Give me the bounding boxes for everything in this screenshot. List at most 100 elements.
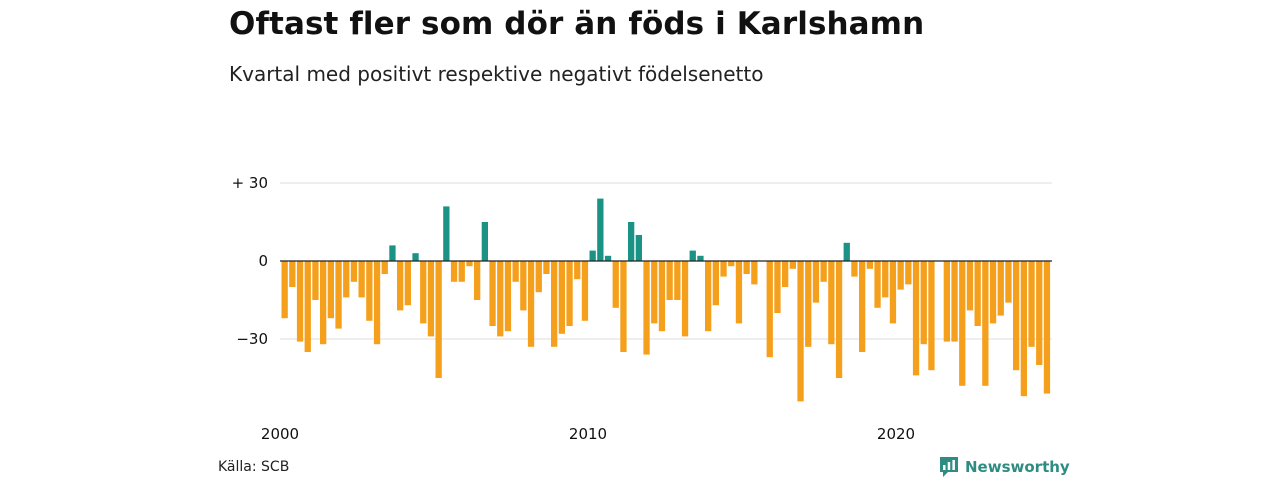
bar-negative — [373, 261, 381, 345]
bar-negative — [312, 261, 319, 300]
bar-negative — [504, 261, 512, 332]
bar-negative — [705, 261, 712, 332]
bar-negative — [620, 261, 627, 352]
bar-negative — [889, 261, 897, 324]
bar-negative — [1013, 261, 1020, 371]
bar-negative — [350, 261, 358, 282]
bar-positive — [597, 198, 604, 261]
bar-negative — [989, 261, 997, 324]
x-tick-label: 2020 — [877, 425, 915, 443]
bar-negative — [997, 261, 1004, 316]
bar-negative — [1043, 261, 1051, 394]
bar-negative — [1005, 261, 1012, 303]
bar-negative — [812, 261, 820, 303]
bar-negative — [928, 261, 935, 371]
bar-negative — [558, 261, 565, 334]
bar-negative — [851, 261, 858, 277]
bar-negative — [466, 261, 473, 267]
bar-negative — [720, 261, 727, 277]
x-tick-label: 2000 — [261, 425, 299, 443]
bar-negative — [712, 261, 719, 306]
bar-negative — [782, 261, 789, 287]
bar-negative — [828, 261, 835, 345]
bar-positive — [412, 253, 419, 261]
bar-negative — [982, 261, 989, 386]
bar-negative — [789, 261, 796, 269]
bar-negative — [535, 261, 542, 293]
bar-negative — [859, 261, 866, 352]
bar-negative — [974, 261, 981, 326]
x-tick-label: 2010 — [569, 425, 607, 443]
y-tick-label: −30 — [236, 330, 268, 348]
brand-name: Newsworthy — [965, 458, 1070, 476]
bar-negative — [920, 261, 927, 345]
bar-negative — [735, 261, 743, 324]
newsworthy-brand[interactable]: Newsworthy — [939, 456, 1070, 478]
y-tick-label: 0 — [258, 252, 268, 270]
bar-positive — [589, 250, 596, 261]
bar-negative — [751, 261, 758, 285]
bar-negative — [681, 261, 689, 337]
bar-negative — [951, 261, 958, 342]
bar-negative — [420, 261, 427, 324]
bar-negative — [666, 261, 673, 300]
bar-negative — [427, 261, 435, 337]
y-tick-labels: + 30 0 −30 — [232, 174, 268, 348]
bar-negative — [358, 261, 365, 298]
bar-negative — [805, 261, 812, 347]
bar-negative — [304, 261, 311, 352]
bar-negative — [566, 261, 573, 326]
bar-positive — [689, 250, 696, 261]
bar-positive — [389, 245, 396, 261]
bar-negative — [458, 261, 465, 282]
bar-negative — [1036, 261, 1043, 365]
bar-negative — [366, 261, 373, 321]
bar-negative — [866, 261, 873, 269]
bar-negative — [882, 261, 889, 298]
bar-negative — [520, 261, 527, 311]
bar-negative — [897, 261, 904, 290]
bar-negative — [581, 261, 589, 321]
bar-negative — [959, 261, 966, 386]
bar-negative — [404, 261, 411, 306]
chart-subtitle: Kvartal med positivt respektive negativt… — [229, 62, 764, 86]
chart-title: Oftast fler som dör än föds i Karlshamn — [229, 6, 925, 42]
bar-positive — [843, 242, 850, 261]
bar-negative — [450, 261, 458, 282]
bar-negative — [381, 261, 388, 274]
y-tick-label: + 30 — [232, 174, 268, 192]
bar-negative — [943, 261, 950, 342]
bar-positive — [635, 235, 642, 261]
bar-negative — [743, 261, 750, 274]
bar-negative — [774, 261, 781, 313]
bar-negative — [497, 261, 504, 337]
bar-negative — [320, 261, 327, 345]
bar-positive — [481, 222, 488, 261]
bar-positive — [443, 206, 450, 261]
bar-negative — [658, 261, 666, 332]
bar-negative — [327, 261, 334, 319]
bar-negative — [820, 261, 827, 282]
bar-negative — [766, 261, 773, 358]
bar-negative — [1028, 261, 1035, 347]
bar-negative — [512, 261, 519, 282]
bar-negative — [905, 261, 912, 285]
bar-negative — [296, 261, 304, 342]
bar-negative — [527, 261, 535, 347]
bar-negative — [651, 261, 658, 324]
newsworthy-logo-icon — [940, 457, 958, 477]
bar-negative — [612, 261, 619, 308]
bar-negative — [474, 261, 481, 300]
bar-negative — [489, 261, 496, 326]
bar-negative — [397, 261, 404, 311]
bar-negative — [335, 261, 342, 329]
bar-negative — [543, 261, 550, 274]
bar-negative — [343, 261, 350, 298]
bar-negative — [289, 261, 296, 287]
bar-negative — [1020, 261, 1027, 397]
bar-positive — [628, 222, 635, 261]
bar-negative — [728, 261, 735, 267]
bar-positive — [697, 255, 704, 261]
x-tick-labels: 2000 2010 2020 — [261, 425, 915, 443]
bars — [281, 198, 1051, 402]
